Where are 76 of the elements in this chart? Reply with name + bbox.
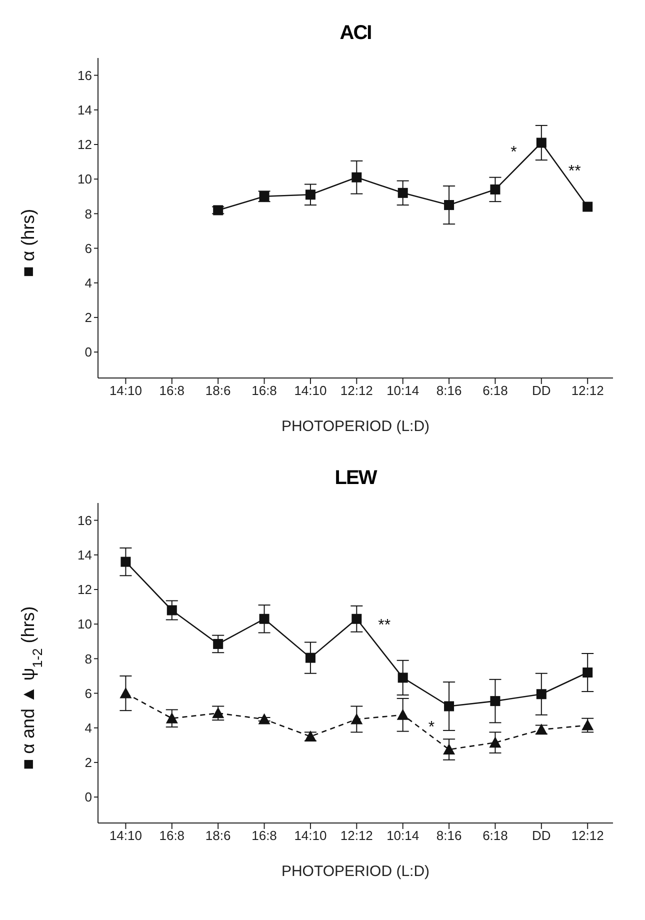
y-tick-label: 6	[84, 686, 92, 701]
y-tick-label: 14	[78, 548, 92, 563]
point	[166, 712, 178, 724]
y-tick-label: 4	[84, 720, 92, 736]
chart-title: ACI	[338, 22, 372, 45]
point	[398, 188, 408, 198]
x-tick-label: 16:8	[159, 383, 185, 398]
point	[213, 638, 224, 649]
y-tick-label: 10	[78, 172, 92, 187]
x-axis-title: PHOTOPERIOD (L:D)	[281, 418, 430, 435]
chart-title: LEW	[334, 467, 378, 490]
annotation: **	[568, 163, 581, 180]
y-axis-title: ■ α (hrs)	[18, 208, 38, 278]
x-tick-label: 10:14	[386, 383, 420, 398]
y-tick-label: 8	[84, 206, 92, 222]
y-tick-label: 16	[78, 68, 92, 83]
point	[444, 200, 454, 210]
point	[444, 701, 454, 712]
point	[536, 689, 546, 700]
x-tick-label: 16:8	[159, 828, 185, 844]
y-tick-label: 2	[84, 755, 92, 770]
point	[443, 743, 456, 754]
x-tick-label: 14:10	[109, 828, 142, 844]
x-tick-label: 12:12	[571, 383, 604, 398]
point	[258, 713, 270, 724]
y-tick-label: 2	[84, 310, 92, 326]
x-axis-title: PHOTOPERIOD (L:D)	[281, 863, 430, 880]
y-tick-label: 8	[84, 651, 92, 666]
x-tick-label: 14:10	[294, 383, 327, 398]
point	[490, 184, 500, 194]
annotation: **	[378, 616, 391, 634]
y-tick-label: 6	[84, 240, 92, 256]
annotation: *	[428, 718, 435, 736]
point	[352, 172, 362, 182]
x-tick-label: 16:8	[252, 383, 277, 398]
x-tick-label: DD	[532, 828, 551, 844]
annotation: *	[510, 144, 517, 162]
point	[120, 556, 131, 567]
point	[536, 138, 546, 148]
x-tick-label: 6:18	[482, 828, 508, 844]
point	[489, 736, 502, 748]
x-tick-label: 14:10	[109, 383, 142, 398]
point	[120, 687, 132, 698]
x-tick-label: 8:16	[436, 383, 462, 398]
point	[582, 719, 594, 730]
point	[352, 614, 362, 624]
point	[166, 605, 177, 616]
x-tick-label: 12:12	[340, 383, 373, 398]
point	[398, 672, 408, 683]
point	[490, 696, 500, 706]
y-tick-label: 16	[78, 512, 92, 528]
y-tick-label: 0	[84, 790, 92, 805]
x-tick-label: 12:12	[340, 828, 373, 844]
point	[305, 652, 316, 663]
y-tick-label: 14	[78, 102, 92, 118]
point	[582, 202, 593, 212]
y-tick-label: 12	[78, 582, 92, 598]
point	[305, 190, 316, 200]
y-tick-label: 4	[84, 275, 92, 290]
x-tick-label: 14:10	[294, 828, 327, 844]
y-tick-label: 10	[78, 616, 92, 632]
x-tick-label: 16:8	[252, 828, 277, 844]
y-tick-label: 0	[84, 344, 92, 360]
x-tick-label: 18:6	[205, 383, 231, 398]
point	[396, 708, 409, 720]
x-tick-label: 10:14	[386, 828, 420, 844]
x-tick-label: 8:16	[436, 828, 462, 844]
point	[259, 614, 270, 624]
x-tick-label: 12:12	[571, 828, 604, 844]
x-tick-label: 6:18	[482, 383, 508, 398]
x-tick-label: DD	[532, 383, 551, 398]
point	[212, 707, 224, 718]
point	[350, 713, 363, 724]
x-tick-label: 18:6	[205, 828, 231, 844]
point	[582, 668, 593, 678]
y-tick-label: 12	[78, 137, 92, 152]
